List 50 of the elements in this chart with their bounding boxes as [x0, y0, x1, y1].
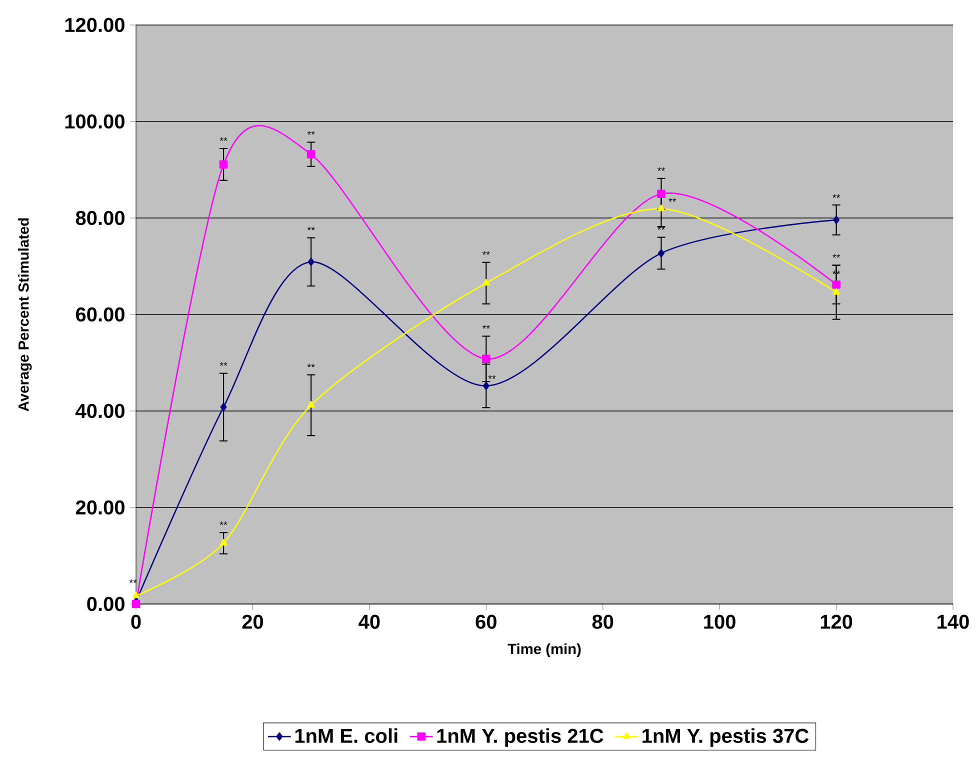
y-tick-label: 120.00 — [65, 18, 124, 32]
y-tick-label: 20.00 — [76, 500, 124, 515]
legend-label: 1nM E. coli — [295, 728, 398, 743]
x-tick-label: 120 — [820, 614, 852, 629]
point — [132, 592, 140, 598]
point — [306, 150, 316, 158]
annotation: ** — [307, 131, 315, 135]
x-tick-label: 60 — [476, 614, 496, 629]
legend-label: 1nM Y. pestis 37C — [642, 728, 809, 747]
y-tick-label: 80.00 — [76, 210, 124, 226]
annotation: ** — [482, 251, 490, 255]
y-axis-title: Average Percent Stimulated — [18, 218, 32, 412]
y-tick-label: 100.00 — [65, 114, 124, 129]
point — [220, 539, 228, 546]
annotation: ** — [657, 167, 665, 171]
point — [308, 258, 314, 266]
y-tick-label: 60.00 — [76, 307, 124, 322]
annotation: ** — [488, 375, 496, 379]
point — [307, 401, 315, 408]
y-tick-label: 0.00 — [87, 596, 124, 612]
legend-label: 1nM Y. pestis 21C — [437, 728, 604, 747]
point — [482, 354, 490, 364]
point — [833, 216, 840, 224]
annotation: ** — [220, 137, 228, 141]
x-tick-label: 20 — [242, 614, 264, 629]
point — [657, 190, 666, 198]
annotation: ** — [307, 364, 315, 368]
x-tick-label: 0 — [131, 614, 141, 629]
point — [482, 278, 490, 286]
annotation: ** — [482, 325, 490, 329]
x-tick-label: 80 — [592, 614, 614, 629]
point — [219, 160, 228, 169]
annotation: ** — [307, 226, 315, 230]
annotation: ** — [832, 254, 840, 258]
point — [658, 249, 664, 258]
point — [832, 288, 840, 295]
point — [658, 204, 665, 212]
annotation: ** — [832, 194, 840, 198]
point — [132, 600, 140, 608]
point — [482, 382, 490, 390]
x-tick-label: 100 — [704, 614, 736, 629]
x-tick-label: 40 — [358, 614, 380, 629]
x-axis-title: Time (min) — [508, 643, 581, 658]
point — [220, 402, 227, 412]
x-tick-label: 140 — [938, 614, 969, 629]
annotation: ** — [668, 198, 676, 202]
annotation: ** — [220, 362, 228, 366]
y-tick-label: 40.00 — [76, 404, 124, 418]
annotation: ** — [220, 522, 228, 526]
point — [832, 280, 840, 289]
